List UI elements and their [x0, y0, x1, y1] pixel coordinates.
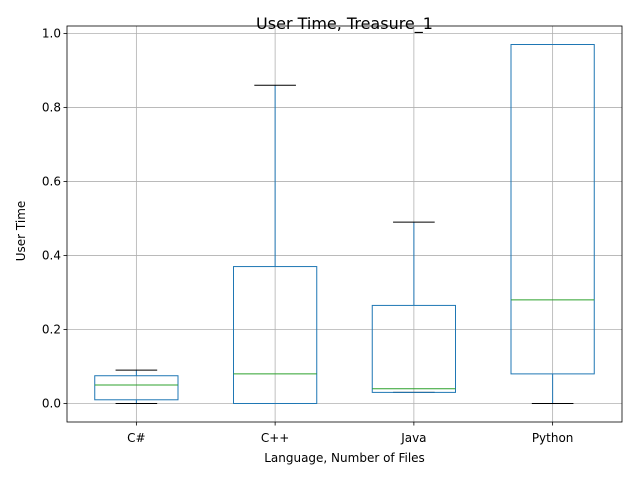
iqr-box — [510, 44, 595, 375]
x-tick-label: Python — [532, 431, 574, 445]
x-tick-label: C++ — [261, 431, 290, 445]
y-tick-label: 0.0 — [42, 396, 61, 410]
y-axis-label: User Time — [14, 201, 28, 262]
y-tick-label: 1.0 — [42, 26, 61, 40]
chart-title: User Time, Treasure_1 — [256, 14, 433, 34]
boxes-layer — [94, 44, 595, 404]
y-tick-label: 0.2 — [42, 322, 61, 336]
box-group — [233, 84, 318, 404]
box-group — [94, 369, 179, 404]
iqr-box — [233, 266, 318, 404]
x-axis-label: Language, Number of Files — [264, 451, 425, 465]
box-group — [371, 221, 456, 393]
y-tick-label: 0.8 — [42, 100, 61, 114]
y-tick-label: 0.4 — [42, 248, 61, 262]
iqr-box — [94, 375, 179, 401]
x-tick-label: C# — [127, 431, 145, 445]
box-group — [510, 44, 595, 404]
iqr-box — [371, 304, 456, 393]
x-tick-label: Java — [400, 431, 426, 445]
grid-layer — [67, 26, 622, 422]
ticks-layer: 0.0 0.2 0.4 0.6 0.8 1.0 C# C++ Java Python — [42, 26, 574, 445]
plot-frame — [66, 25, 623, 423]
y-tick-label: 0.6 — [42, 174, 61, 188]
